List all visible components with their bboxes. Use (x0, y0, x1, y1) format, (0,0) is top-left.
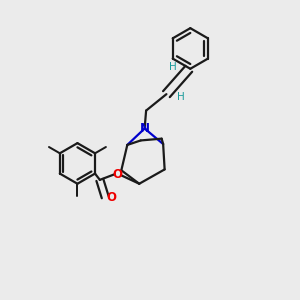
Text: H: H (178, 92, 185, 102)
Text: O: O (113, 168, 123, 181)
Text: H: H (169, 62, 176, 72)
Text: O: O (107, 191, 117, 204)
Text: N: N (140, 122, 150, 135)
